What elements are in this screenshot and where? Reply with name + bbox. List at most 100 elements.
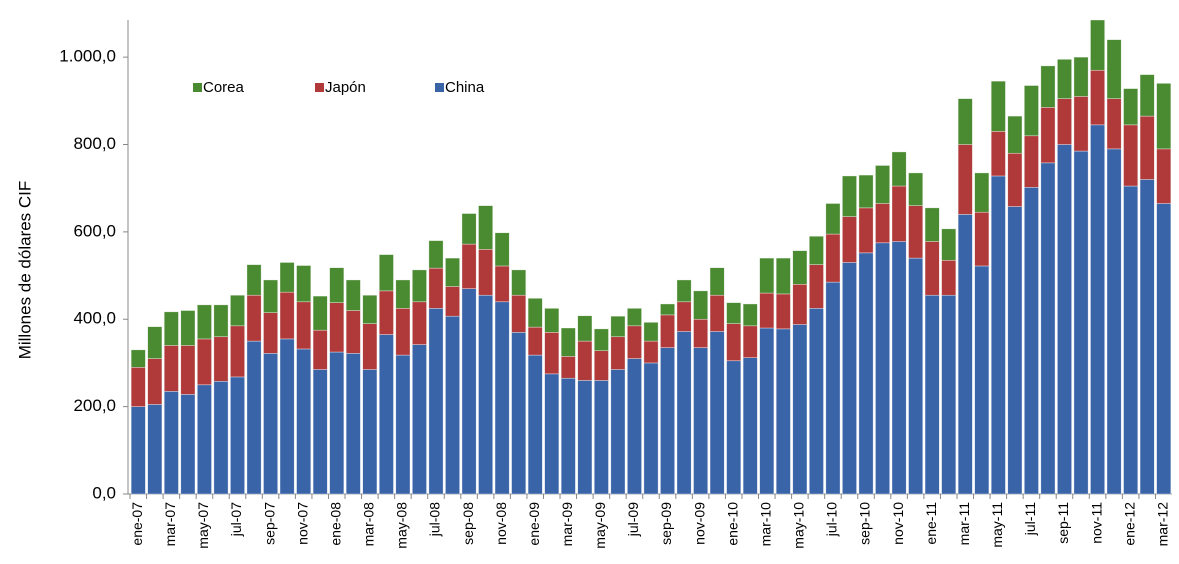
bar-segment bbox=[478, 205, 494, 250]
bar-segment bbox=[329, 302, 345, 353]
bar-segment bbox=[312, 329, 328, 370]
bar-segment bbox=[163, 391, 179, 495]
bar-segment bbox=[891, 185, 907, 242]
bar-segment bbox=[1057, 98, 1072, 145]
bar-segment bbox=[775, 328, 791, 495]
bar-segment bbox=[412, 269, 427, 303]
x-tick-label: may-07 bbox=[195, 502, 211, 549]
bar-segment bbox=[246, 264, 262, 296]
bar-segment bbox=[378, 254, 394, 292]
bar-segment bbox=[808, 235, 824, 265]
x-tick-label: mar-10 bbox=[757, 502, 773, 547]
bar-segment bbox=[792, 284, 808, 325]
bar-segment bbox=[660, 314, 675, 348]
bar-segment bbox=[941, 294, 957, 495]
bar-segment bbox=[544, 332, 560, 375]
bar-segment bbox=[494, 232, 510, 267]
x-tick-label: ene-07 bbox=[129, 502, 145, 546]
bar-segment bbox=[428, 308, 444, 495]
bar-segment bbox=[412, 301, 427, 345]
bar-segment bbox=[345, 279, 361, 311]
x-tick-label: jul-07 bbox=[228, 502, 244, 537]
bar-segment bbox=[742, 325, 758, 358]
bar-segment bbox=[759, 327, 775, 495]
bar-segment bbox=[445, 315, 460, 495]
legend-swatch bbox=[193, 83, 202, 92]
bar-segment bbox=[511, 294, 527, 333]
bar-segment bbox=[230, 376, 245, 495]
bar-segment bbox=[974, 211, 990, 267]
bar-segment bbox=[345, 353, 361, 495]
bar-segment bbox=[1057, 59, 1072, 99]
bar-segment bbox=[792, 324, 808, 495]
bar-segment bbox=[709, 331, 725, 495]
x-tick-label: jul-08 bbox=[427, 502, 443, 537]
y-tick-label: 600,0 bbox=[73, 221, 116, 240]
bar-segment bbox=[1156, 203, 1172, 495]
x-tick-label: nov-07 bbox=[294, 502, 310, 545]
bar-segment bbox=[130, 367, 146, 407]
bar-segment bbox=[544, 373, 560, 495]
bar-segment bbox=[296, 301, 312, 350]
bar-segment bbox=[478, 249, 494, 296]
bar-segment bbox=[445, 257, 460, 287]
bar-segment bbox=[924, 241, 940, 296]
x-tick-label: ene-09 bbox=[526, 502, 542, 546]
bar-segment bbox=[726, 323, 742, 362]
bar-segment bbox=[941, 259, 957, 296]
bar-segment bbox=[627, 308, 642, 327]
x-tick-label: jul-09 bbox=[625, 502, 641, 537]
x-tick-label: mar-08 bbox=[361, 502, 377, 547]
bar-segment bbox=[676, 301, 692, 332]
bar-segment bbox=[660, 303, 675, 316]
bar-segment bbox=[428, 240, 444, 269]
bar-segment bbox=[1106, 148, 1122, 495]
x-tick-label: mar-07 bbox=[162, 502, 178, 547]
bar-segment bbox=[494, 265, 510, 303]
bar-segment bbox=[1156, 148, 1172, 204]
x-tick-label: mar-09 bbox=[559, 502, 575, 547]
y-tick-label: 400,0 bbox=[73, 309, 116, 328]
bar-segment bbox=[296, 348, 312, 495]
legend-swatch bbox=[315, 83, 324, 92]
bar-segment bbox=[378, 290, 394, 335]
bar-segment bbox=[957, 98, 973, 145]
bar-segment bbox=[378, 334, 394, 495]
bar-segment bbox=[1090, 19, 1105, 71]
bar-segment bbox=[527, 326, 543, 356]
x-tick-label: ene-08 bbox=[327, 502, 343, 546]
bar-segment bbox=[891, 241, 907, 495]
x-tick-label: sep-10 bbox=[857, 502, 873, 545]
legend-swatch bbox=[435, 83, 444, 92]
bar-segment bbox=[577, 315, 593, 342]
bar-segment bbox=[1057, 144, 1072, 495]
bar-segment bbox=[1106, 39, 1122, 99]
bar-segment bbox=[908, 257, 924, 495]
bar-segment bbox=[230, 294, 245, 327]
bar-segment bbox=[130, 406, 146, 495]
bar-segment bbox=[825, 233, 841, 283]
bar-segment bbox=[478, 294, 494, 495]
x-tick-label: sep-07 bbox=[261, 502, 277, 545]
bar-segment bbox=[1090, 69, 1105, 126]
bar-segment bbox=[742, 357, 758, 495]
bar-segment bbox=[858, 174, 874, 209]
bar-segment bbox=[511, 269, 527, 296]
bar-segment bbox=[957, 144, 973, 215]
bar-segment bbox=[527, 297, 543, 328]
x-tick-label: sep-08 bbox=[460, 502, 476, 545]
bar-segment bbox=[246, 340, 262, 495]
bar-segment bbox=[676, 331, 692, 495]
bar-segment bbox=[693, 290, 709, 320]
y-tick-label: 0,0 bbox=[92, 483, 116, 502]
bar-segment bbox=[610, 369, 626, 495]
bar-segment bbox=[990, 175, 1006, 495]
bar-segment bbox=[279, 338, 295, 495]
bar-segment bbox=[1090, 124, 1105, 495]
bar-segment bbox=[941, 228, 957, 261]
bar-segment bbox=[1024, 135, 1039, 188]
bar-segment bbox=[577, 380, 593, 495]
bar-segment bbox=[875, 203, 890, 244]
bar-segment bbox=[1040, 162, 1056, 495]
